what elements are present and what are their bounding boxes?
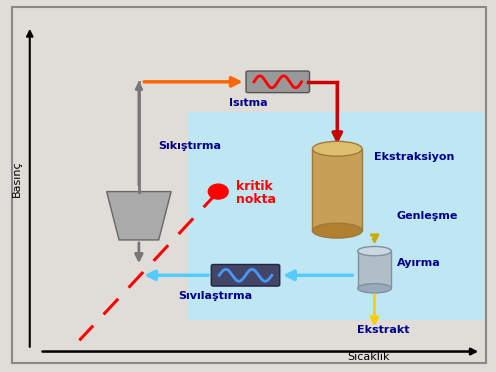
Bar: [358, 251, 391, 288]
Ellipse shape: [358, 246, 391, 256]
Text: Sıcaklık: Sıcaklık: [347, 352, 390, 362]
Circle shape: [208, 184, 228, 199]
FancyBboxPatch shape: [211, 264, 280, 286]
Bar: [188, 112, 484, 320]
Text: Ekstrakt: Ekstrakt: [357, 325, 410, 335]
Text: nokta: nokta: [236, 193, 276, 206]
Polygon shape: [107, 192, 171, 240]
Text: kritik: kritik: [236, 180, 272, 192]
Text: Basınç: Basınç: [12, 160, 22, 197]
Ellipse shape: [358, 283, 391, 293]
Text: Ekstraksiyon: Ekstraksiyon: [374, 152, 455, 162]
FancyBboxPatch shape: [246, 71, 310, 93]
Text: Sıvılaştırma: Sıvılaştırma: [179, 291, 253, 301]
Bar: [312, 149, 362, 231]
Text: Ayırma: Ayırma: [397, 258, 440, 268]
Text: Genleşme: Genleşme: [397, 211, 458, 221]
Text: Isıtma: Isıtma: [229, 98, 267, 108]
Text: Sıkıştırma: Sıkıştırma: [159, 141, 222, 151]
Ellipse shape: [312, 223, 362, 238]
Ellipse shape: [312, 141, 362, 156]
